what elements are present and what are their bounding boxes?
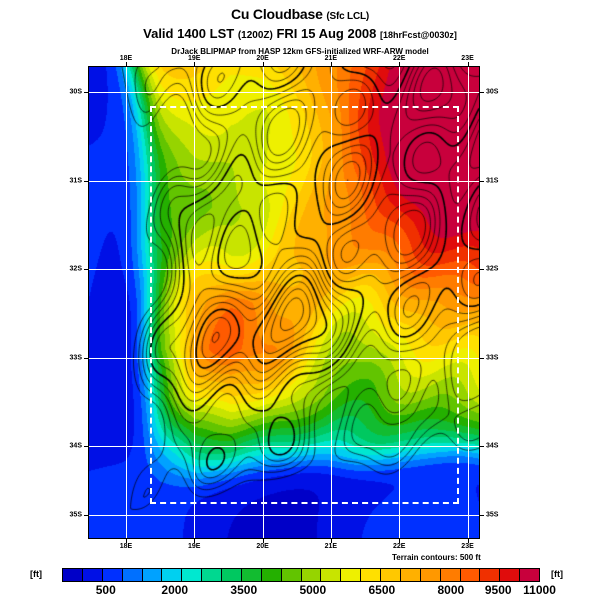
axis-tickmark — [194, 539, 196, 543]
axis-tickmark — [84, 180, 88, 182]
colorbar-swatch — [261, 569, 282, 581]
axis-tickmark — [480, 269, 484, 271]
colorbar-swatch — [500, 569, 521, 581]
colorbar-tick-label: 9500 — [484, 583, 512, 597]
chart-title: Cu Cloudbase (Sfc LCL) — [0, 6, 600, 25]
axis-tickmark — [480, 91, 484, 93]
x-axis-tick-bottom: 18E — [119, 543, 133, 550]
y-axis-tick-left: 30S — [69, 88, 82, 96]
x-axis-tick-bottom: 23E — [461, 543, 474, 550]
axis-tickmark — [480, 180, 484, 182]
colorbar-swatch — [341, 569, 362, 581]
axis-tickmark — [125, 539, 127, 543]
colorbar-tick-label: 11000 — [523, 583, 556, 597]
colorbar-swatch — [440, 569, 461, 581]
x-axis-tick-top: 19E — [188, 55, 201, 62]
title-block: Cu Cloudbase (Sfc LCL) Valid 1400 LST (1… — [0, 6, 600, 57]
y-axis-tick-left: 33S — [69, 354, 82, 362]
colorbar-tick-label: 6500 — [368, 583, 396, 597]
axis-tickmark — [84, 357, 88, 359]
colorbar-swatch — [241, 569, 262, 581]
colorbar-swatch — [222, 569, 242, 581]
valid-date: FRI 15 Aug 2008 — [276, 26, 377, 41]
y-axis-tick-right: 33S — [486, 354, 499, 362]
colorbar-swatch — [63, 569, 83, 581]
valid-prefix: Valid 1400 LST — [143, 26, 235, 41]
y-axis-tick-left: 35S — [69, 511, 82, 519]
y-axis-tick-left: 34S — [69, 442, 82, 450]
axis-tickmark — [399, 539, 401, 543]
axis-tickmark — [84, 269, 88, 271]
axis-tickmark — [467, 539, 469, 543]
axis-tickmark — [84, 91, 88, 93]
chart-valid-line: Valid 1400 LST (1200Z) FRI 15 Aug 2008 [… — [0, 26, 600, 44]
colorbar-tick-label: 2000 — [161, 583, 189, 597]
colorbar-swatch — [281, 569, 302, 581]
colorbar-swatch — [182, 569, 203, 581]
axis-tickmark — [330, 62, 332, 66]
colorbar-swatch — [420, 569, 441, 581]
y-axis-tick-left: 32S — [69, 265, 82, 273]
colorbar-tick-label: 5000 — [299, 583, 327, 597]
axis-tickmark — [330, 539, 332, 543]
y-axis-tick-left: 31S — [69, 177, 82, 184]
x-axis-tick-bottom: 19E — [188, 543, 201, 550]
axis-tickmark — [262, 62, 264, 66]
colorbar-tick-label: 8000 — [437, 583, 465, 597]
model-attribution: DrJack BLIPMAP from HASP 12km GFS-initia… — [171, 47, 429, 56]
y-axis-tick-right: 34S — [486, 442, 499, 450]
colorbar-swatch — [122, 569, 143, 581]
chart-title-text: Cu Cloudbase — [230, 6, 323, 22]
y-axis-tick-right: 32S — [486, 265, 499, 273]
colorbar-swatch — [460, 569, 481, 581]
colorbar-swatch — [400, 569, 421, 581]
x-axis-tick-top: 21E — [324, 55, 338, 62]
colorbar-swatch — [520, 569, 539, 581]
terrain-contour-note: Terrain contours: 500 ft — [392, 553, 481, 562]
colorbar-swatch — [321, 569, 342, 581]
y-axis-tick-right: 35S — [486, 511, 499, 519]
x-axis-tick-bottom: 21E — [324, 543, 338, 550]
colorbar-swatch — [361, 569, 381, 581]
colorbar-swatch — [162, 569, 183, 581]
x-axis-tick-bottom: 22E — [392, 543, 406, 550]
x-axis-tick-top: 18E — [119, 55, 133, 62]
colorbar-tick-label: 3500 — [230, 583, 258, 597]
colorbar-swatch — [102, 569, 123, 581]
colorbar-swatch — [301, 569, 322, 581]
colorbar-area: [ft] [ft] 500 2000 3500 5000 6500 8000 9500 110… — [0, 563, 600, 600]
y-axis-tick-right: 31S — [486, 177, 499, 184]
valid-utc: (1200Z) — [237, 30, 273, 41]
colorbar-swatch — [202, 569, 222, 581]
colorbar — [62, 568, 540, 582]
colorbar-tick-label: 500 — [95, 583, 116, 597]
x-axis-tick-top: 20E — [256, 55, 269, 62]
x-axis-tick-top: 22E — [392, 55, 406, 62]
axis-tickmark — [194, 62, 196, 66]
axis-tickmark — [480, 515, 484, 517]
x-axis-tick-top: 23E — [461, 55, 474, 62]
colorbar-unit-left: [ft] — [30, 569, 42, 579]
x-axis-tick-bottom: 20E — [256, 543, 269, 550]
axis-tickmark — [125, 62, 127, 66]
map-plot-area — [88, 66, 480, 539]
colorbar-unit-right: [ft] — [551, 569, 563, 579]
y-axis-tick-right: 30S — [486, 88, 499, 96]
chart-title-subscript: (Sfc LCL) — [326, 11, 370, 22]
axis-tickmark — [399, 62, 401, 66]
axis-tickmark — [467, 62, 469, 66]
axis-tickmark — [84, 446, 88, 448]
colorbar-swatch — [142, 569, 163, 581]
colorbar-swatch — [480, 569, 501, 581]
axis-tickmark — [480, 357, 484, 359]
axis-tickmark — [480, 446, 484, 448]
cloudbase-heatmap-canvas — [89, 67, 479, 538]
colorbar-swatch — [381, 569, 401, 581]
forecast-tag: [18hrFcst@0030z] — [380, 30, 457, 40]
axis-tickmark — [84, 515, 88, 517]
axis-tickmark — [262, 539, 264, 543]
colorbar-swatch — [82, 569, 103, 581]
